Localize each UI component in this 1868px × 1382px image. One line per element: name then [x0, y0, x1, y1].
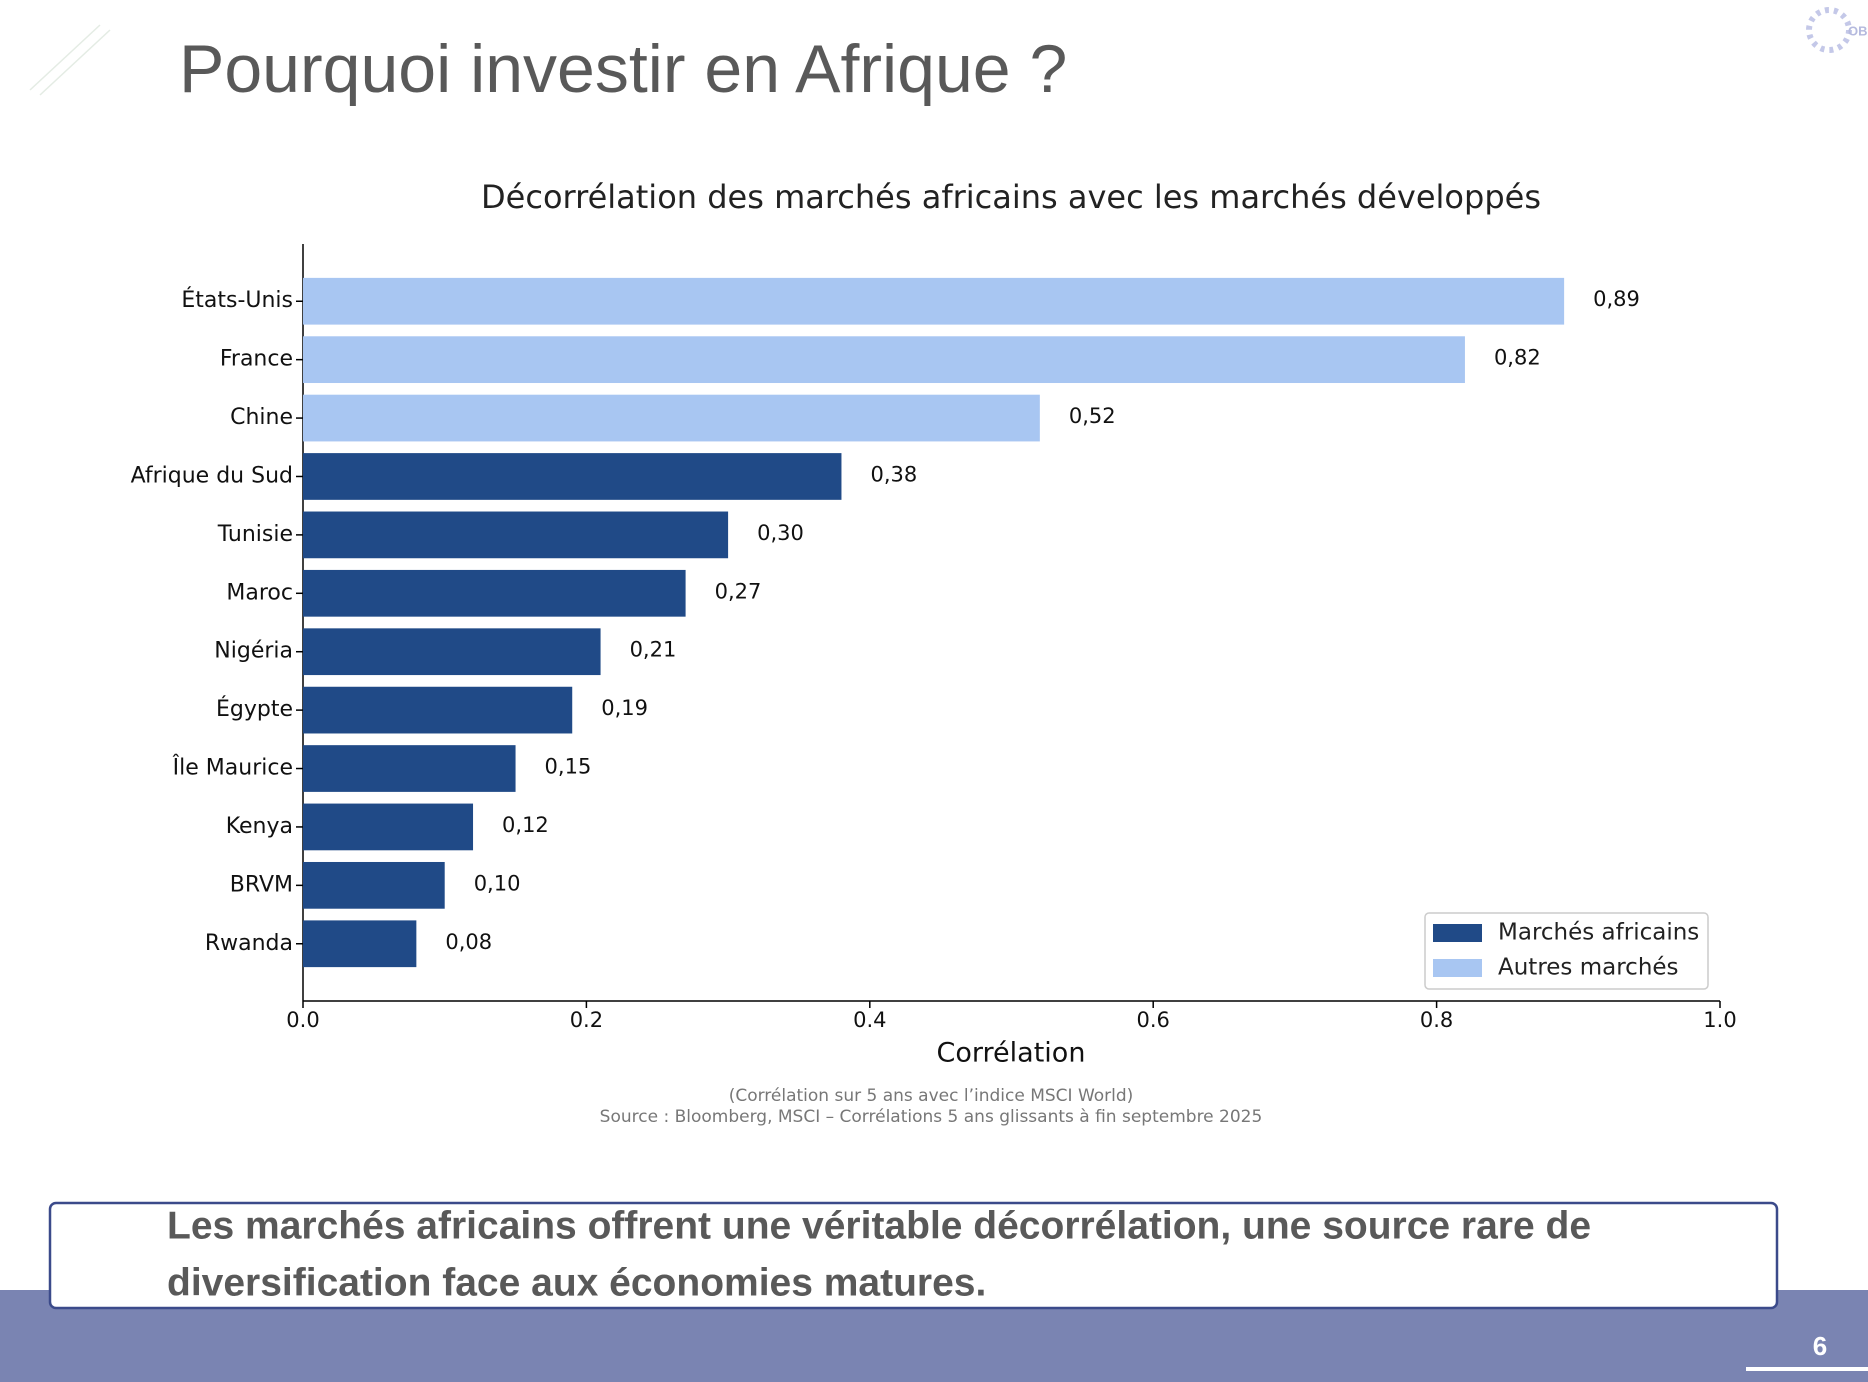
y-tick-label: Maroc — [226, 580, 293, 605]
value-label: 0,12 — [502, 813, 549, 837]
value-label: 0,10 — [474, 871, 521, 895]
legend-swatch — [1433, 959, 1482, 977]
note: (Corrélation sur 5 ans avec l’indice MSC… — [729, 1086, 1134, 1106]
bar — [303, 628, 601, 676]
decor — [29, 24, 101, 91]
bar — [303, 920, 417, 968]
x-tick-label: 1.0 — [1703, 1008, 1736, 1032]
y-tick-label: États-Unis — [181, 287, 293, 313]
y-tick-label: BRVM — [230, 872, 293, 897]
slide-title: Pourquoi investir en Afrique ? — [179, 31, 1067, 107]
value-label: 0,30 — [757, 521, 804, 545]
legend-label: Autres marchés — [1498, 955, 1679, 981]
x-tick-label: 0.2 — [570, 1008, 603, 1032]
y-tick-label: Chine — [230, 405, 293, 430]
y-tick-label: Kenya — [226, 814, 293, 839]
value-label: 0,89 — [1593, 287, 1640, 311]
x-tick-label: 0.8 — [1420, 1008, 1453, 1032]
value-label: 0,19 — [601, 696, 648, 720]
bar — [303, 861, 445, 909]
y-tick-label: Île Maurice — [172, 755, 293, 781]
value-label: 0,27 — [715, 579, 762, 603]
bar — [303, 745, 516, 792]
bar — [303, 803, 474, 851]
callout-box — [48, 1201, 1779, 1310]
value-label: 0,21 — [630, 638, 677, 662]
bar — [303, 336, 1465, 384]
x-tick-label: 0.4 — [853, 1008, 886, 1032]
x-tick-label: 0.0 — [286, 1008, 319, 1032]
y-tick-label: Tunisie — [217, 522, 293, 547]
y-tick-label: Égypte — [216, 696, 293, 722]
bar — [303, 277, 1565, 325]
value-label: 0,82 — [1494, 346, 1541, 370]
value-label: 0,15 — [545, 755, 592, 779]
value-label: 0,52 — [1069, 404, 1116, 428]
logo: OBA — [1848, 23, 1868, 38]
bar — [303, 686, 573, 734]
y-tick-label: Afrique du Sud — [131, 463, 293, 488]
page-number: 6 — [1813, 1331, 1827, 1361]
callout-line: diversification face aux économies matur… — [167, 1261, 986, 1304]
legend-label: Marchés africains — [1498, 920, 1699, 946]
value-label: 0,38 — [870, 462, 917, 486]
source: Source : Bloomberg, MSCI – Corrélations … — [600, 1107, 1263, 1127]
x-tick-label: 0.6 — [1136, 1008, 1169, 1032]
bar — [303, 453, 842, 500]
x-axis-label: Corrélation — [937, 1038, 1086, 1069]
y-tick-label: France — [220, 347, 293, 372]
bar — [303, 394, 1040, 442]
y-tick-label: Rwanda — [205, 931, 293, 956]
logo-mark — [1806, 7, 1852, 53]
legend-swatch — [1433, 924, 1482, 942]
y-tick-label: Nigéria — [214, 639, 293, 664]
decor — [39, 29, 111, 96]
value-label: 0,08 — [445, 930, 492, 954]
bar — [303, 569, 686, 617]
callout-line: Les marchés africains offrent une vérita… — [167, 1204, 1591, 1247]
bar — [303, 511, 729, 559]
legend-box — [1424, 912, 1709, 990]
chart-title: Décorrélation des marchés africains avec… — [481, 178, 1541, 216]
